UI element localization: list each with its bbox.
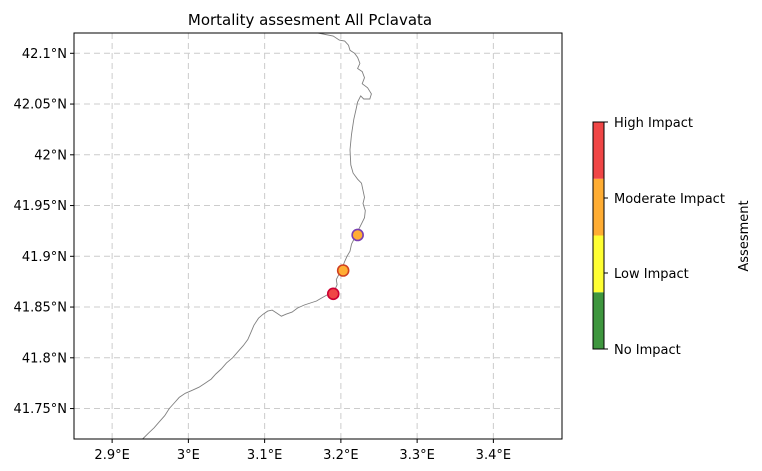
- colorbar-label: Assesment: [737, 200, 752, 271]
- x-tick-label: 3.2°E: [323, 448, 358, 463]
- colorbar: No Impact Low Impact Moderate Impact High I…: [592, 116, 725, 358]
- x-tick-label: 3.1°E: [247, 448, 282, 463]
- survey-point: [351, 228, 364, 242]
- colorbar-tick-label: Moderate Impact: [614, 192, 725, 207]
- colorbar-segment: [593, 292, 604, 349]
- y-tick-label: 41.9°N: [22, 250, 67, 265]
- colorbar-tick-label: Low Impact: [614, 267, 689, 282]
- colorbar-segment: [593, 178, 604, 236]
- map-border: [73, 32, 563, 440]
- y-tick-label: 41.75°N: [14, 402, 67, 417]
- y-tick-label: 41.8°N: [22, 351, 67, 366]
- x-axis-ticks: 2.9°E 3°E 3.1°E 3.2°E 3.3°E 3.4°E: [94, 439, 511, 463]
- y-tick-label: 42.1°N: [22, 47, 67, 62]
- y-tick-label: 41.85°N: [14, 301, 67, 316]
- y-tick-label: 42.05°N: [14, 98, 67, 113]
- x-tick-label: 3.4°E: [476, 448, 511, 463]
- map-frame: [74, 33, 562, 439]
- colorbar-tick-label: High Impact: [614, 116, 693, 131]
- y-axis-ticks: 42.1°N 42.05°N 42°N 41.95°N 41.9°N 41.85°N 41.…: [14, 47, 74, 417]
- colorbar-segment: [593, 122, 604, 179]
- survey-points: [326, 228, 364, 301]
- gridlines: [74, 33, 562, 439]
- colorbar-border: [592, 121, 605, 350]
- survey-point: [326, 287, 340, 301]
- y-tick-label: 42°N: [34, 148, 67, 163]
- y-tick-label: 41.95°N: [14, 199, 67, 214]
- survey-point: [336, 264, 350, 277]
- colorbar-segment: [593, 235, 604, 293]
- chart-title: Mortality assesment All Pclavata: [188, 11, 432, 29]
- x-tick-label: 3.3°E: [399, 448, 434, 463]
- colorbar-tick-label: No Impact: [614, 343, 681, 358]
- x-tick-label: 2.9°E: [94, 448, 129, 463]
- x-tick-label: 3°E: [177, 448, 200, 463]
